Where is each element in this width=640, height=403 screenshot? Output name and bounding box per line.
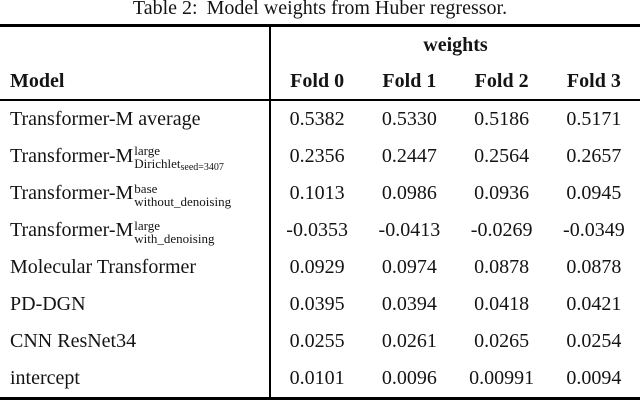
weight-value: 0.0974 — [381, 256, 437, 278]
weight-value: 0.5382 — [289, 108, 345, 130]
weight-value: -0.0353 — [286, 219, 348, 241]
weight-value: 0.0395 — [289, 293, 345, 315]
column-header-model: Model — [0, 64, 271, 99]
model-name-supsub: large Dirichletseed=3407 — [134, 142, 224, 173]
column-header-fold0: Fold 0 — [290, 70, 345, 92]
weight-value: 0.0878 — [474, 256, 530, 278]
weight-value: 0.0418 — [474, 293, 530, 315]
group-header-weights: weights — [423, 34, 488, 56]
weight-value: 0.5171 — [566, 108, 622, 130]
column-header-fold1: Fold 1 — [382, 70, 437, 92]
model-name-supsub: base without_denoising — [134, 182, 231, 208]
model-name: Transformer-M average — [0, 101, 271, 138]
weight-value: 0.0265 — [474, 330, 530, 352]
weight-value: 0.2447 — [381, 145, 437, 167]
weight-value: 0.5330 — [381, 108, 437, 130]
weight-value: -0.0269 — [470, 219, 533, 241]
weight-value: 0.0096 — [381, 367, 437, 389]
weight-value: 0.00991 — [469, 367, 535, 389]
model-name-supsub: large with_denoising — [134, 219, 214, 245]
model-superscript: base — [134, 180, 158, 196]
model-superscript: large — [134, 217, 161, 233]
model-subscript: with_denoising — [134, 230, 215, 246]
column-header-fold3: Fold 3 — [566, 70, 621, 92]
weight-value: 0.0878 — [566, 256, 622, 278]
weight-value: 0.0254 — [566, 330, 622, 352]
weight-value: 0.2657 — [566, 145, 622, 167]
table-caption: Table 2: Model weights from Huber regress… — [0, 0, 640, 20]
weight-value: 0.2356 — [289, 145, 345, 167]
weight-value: 0.0094 — [566, 367, 622, 389]
table-row: intercept 0.0101 0.0096 0.00991 0.0094 — [0, 360, 640, 397]
weight-value: 0.0986 — [381, 182, 437, 204]
weight-value: -0.0413 — [378, 219, 441, 241]
weight-value: 0.0929 — [289, 256, 345, 278]
model-subscript: without_denoising — [134, 193, 232, 209]
weight-value: 0.2564 — [474, 145, 530, 167]
header-rule — [0, 99, 640, 101]
model-name: CNN ResNet34 — [0, 323, 271, 360]
model-name: intercept — [0, 360, 271, 397]
weight-value: 0.0945 — [566, 182, 622, 204]
weight-value: 0.5186 — [474, 108, 530, 130]
weight-value: 0.0255 — [289, 330, 345, 352]
weight-value: 0.0101 — [289, 367, 345, 389]
table-row: PD-DGN 0.0395 0.0394 0.0418 0.0421 — [0, 286, 640, 323]
weights-table: weights Model Fold 0 Fold 1 Fold 2 Fold … — [0, 24, 640, 400]
weight-value: 0.0936 — [474, 182, 530, 204]
column-header-row: Model Fold 0 Fold 1 Fold 2 Fold 3 — [0, 64, 640, 99]
table-row: Molecular Transformer 0.0929 0.0974 0.08… — [0, 249, 640, 286]
column-header-fold2: Fold 2 — [474, 70, 529, 92]
table-row: Transformer-M large Dirichletseed=3407 0.2… — [0, 138, 640, 175]
table-row: Transformer-M base without_denoising 0.101… — [0, 175, 640, 212]
model-superscript: large — [134, 142, 161, 158]
model-sub-subscript: seed=3407 — [180, 161, 224, 173]
table-row: Transformer-M average 0.5382 0.5330 0.51… — [0, 101, 640, 138]
group-header-spacer — [0, 27, 271, 64]
table-row: CNN ResNet34 0.0255 0.0261 0.0265 0.0254 — [0, 323, 640, 360]
model-name: Transformer-M large with_denoising — [0, 212, 271, 249]
table-caption-text: Model weights from Huber regressor. — [206, 0, 508, 19]
model-name: Transformer-M large Dirichletseed=3407 — [0, 138, 271, 175]
table-row: Transformer-M large with_denoising -0.0353… — [0, 212, 640, 249]
weight-value: 0.1013 — [289, 182, 345, 204]
model-name: Molecular Transformer — [0, 249, 271, 286]
weight-value: 0.0421 — [566, 293, 622, 315]
weight-value: -0.0349 — [563, 219, 625, 241]
model-name: Transformer-M base without_denoising — [0, 175, 271, 212]
model-name: PD-DGN — [0, 286, 271, 323]
model-subscript: Dirichletseed=3407 — [134, 155, 224, 173]
table-caption-label: Table 2: — [132, 0, 198, 19]
weight-value: 0.0261 — [381, 330, 437, 352]
weight-value: 0.0394 — [381, 293, 437, 315]
group-header-row: weights — [0, 27, 640, 64]
